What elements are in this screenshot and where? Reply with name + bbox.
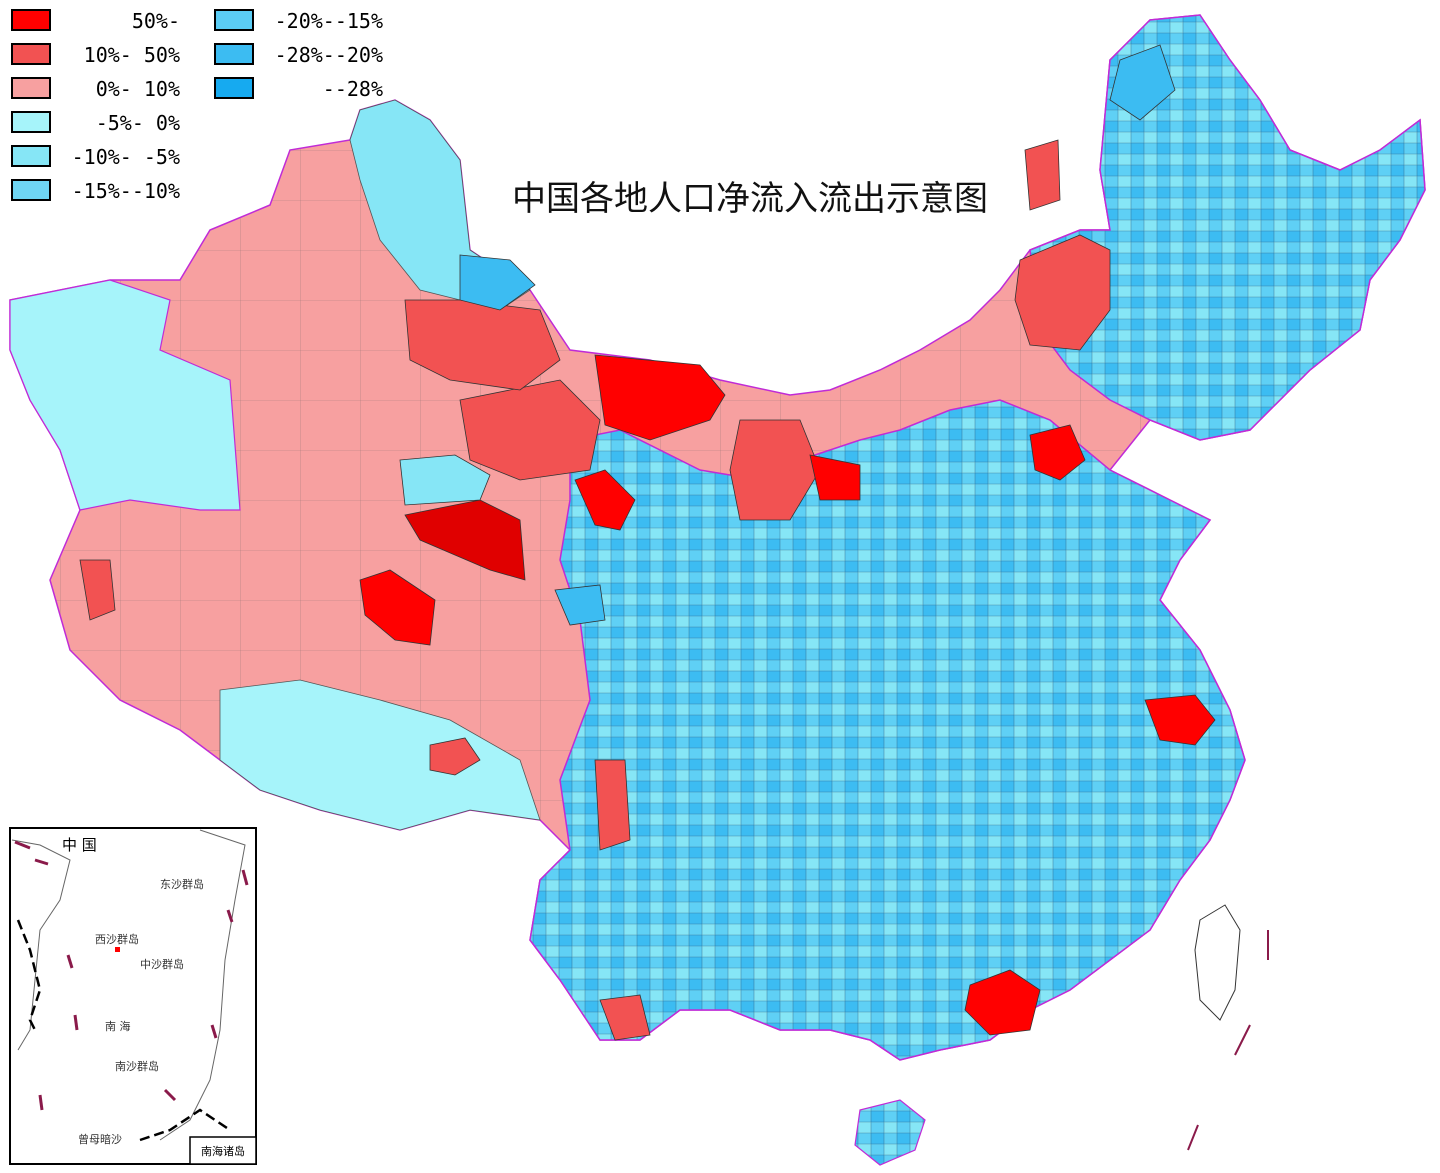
china-map bbox=[9, 14, 1426, 1166]
inset-dash-7 bbox=[210, 1024, 218, 1039]
inset-frame bbox=[9, 827, 257, 1165]
hainan-island bbox=[854, 1099, 926, 1166]
boundary-dash-2 bbox=[1234, 1024, 1251, 1056]
red-zone-8 bbox=[1014, 234, 1111, 351]
legend-label: 0%- 10% bbox=[96, 77, 180, 101]
pearl-river-delta bbox=[964, 969, 1041, 1036]
inset-place-dongsha: 东沙群岛 bbox=[160, 877, 204, 891]
legend-swatch bbox=[214, 77, 254, 99]
inset-dash-1 bbox=[14, 840, 31, 850]
legend-label: --28% bbox=[323, 77, 383, 101]
south-tibet-red bbox=[79, 559, 116, 621]
red-zone-10 bbox=[574, 469, 636, 531]
inset-dash-4 bbox=[226, 909, 234, 923]
legend-swatch bbox=[11, 77, 51, 99]
map-title: 中国各地人口净流入流出示意图 bbox=[512, 179, 988, 219]
legend-swatch bbox=[214, 43, 254, 65]
legend-label: -10%- -5% bbox=[72, 145, 180, 169]
taiwan-island bbox=[1194, 904, 1241, 1021]
tibet-red bbox=[429, 737, 481, 776]
inset-dash-2 bbox=[34, 858, 49, 866]
inset-place-nanhai: 南 海 bbox=[105, 1019, 131, 1033]
legend-swatch bbox=[214, 9, 254, 31]
red-zone-1 bbox=[594, 354, 726, 441]
east-region bbox=[529, 399, 1246, 1061]
inset-dashed-border bbox=[16, 919, 231, 1142]
blue-zone-1 bbox=[459, 254, 536, 311]
inset-place-zengmu: 曾母暗沙 bbox=[78, 1132, 122, 1146]
blue-zone-4 bbox=[1109, 44, 1176, 121]
xisha-marker bbox=[115, 947, 120, 952]
legend-label: -28%--20% bbox=[275, 43, 383, 67]
yangtze-delta bbox=[1144, 694, 1216, 746]
tibet-south-region bbox=[219, 679, 541, 831]
inset-place-xisha: 西沙群岛 bbox=[95, 932, 139, 946]
inset-dash-5 bbox=[66, 954, 74, 969]
legend-label: -5%- 0% bbox=[96, 111, 180, 135]
boundary-dash-3 bbox=[1187, 1124, 1199, 1151]
legend-label: 50%- bbox=[132, 9, 180, 33]
legend-label: -20%--15% bbox=[275, 9, 383, 33]
beijing-tianjin bbox=[1029, 424, 1086, 481]
blue-zone-2 bbox=[399, 454, 491, 506]
legend-swatch bbox=[11, 111, 51, 133]
legend-swatch bbox=[11, 9, 51, 31]
legend-swatch bbox=[11, 145, 51, 167]
sichuan-red bbox=[594, 759, 631, 851]
inset-dash-9 bbox=[163, 1088, 177, 1102]
south-china-sea-inset: 中 国 东沙群岛 西沙群岛 中沙群岛 南 海 南沙群岛 曾母暗沙 南海诸岛 bbox=[9, 827, 257, 1165]
inset-place-zhongsha: 中沙群岛 bbox=[140, 957, 184, 971]
legend-swatch bbox=[11, 43, 51, 65]
inset-place-nansha: 南沙群岛 bbox=[115, 1059, 159, 1073]
northeast-region bbox=[1029, 14, 1426, 441]
legend-label: 10%- 50% bbox=[84, 43, 180, 67]
inset-country-label: 中 国 bbox=[62, 836, 97, 854]
red-zone-2 bbox=[459, 379, 601, 481]
red-zone-9 bbox=[1024, 139, 1061, 211]
red-zone-4 bbox=[359, 569, 436, 646]
inset-tag-box bbox=[189, 1136, 257, 1165]
legend-label: -15%--10% bbox=[72, 179, 180, 203]
blue-zone-3 bbox=[554, 584, 606, 626]
inset-dash-3 bbox=[241, 869, 249, 886]
red-zone-7 bbox=[809, 454, 861, 501]
inset-dash-6 bbox=[73, 1014, 79, 1031]
southwest-red bbox=[599, 994, 651, 1041]
legend: 50%- 10%- 50% 0%- 10% -5%- 0% -10%- -5% -15%-… bbox=[11, 9, 383, 203]
legend-swatch bbox=[11, 179, 51, 201]
inset-dash-8 bbox=[38, 1094, 44, 1111]
northwest-region bbox=[9, 279, 241, 511]
inset-tag-label: 南海诸岛 bbox=[201, 1144, 245, 1158]
red-zone-6 bbox=[729, 419, 821, 521]
